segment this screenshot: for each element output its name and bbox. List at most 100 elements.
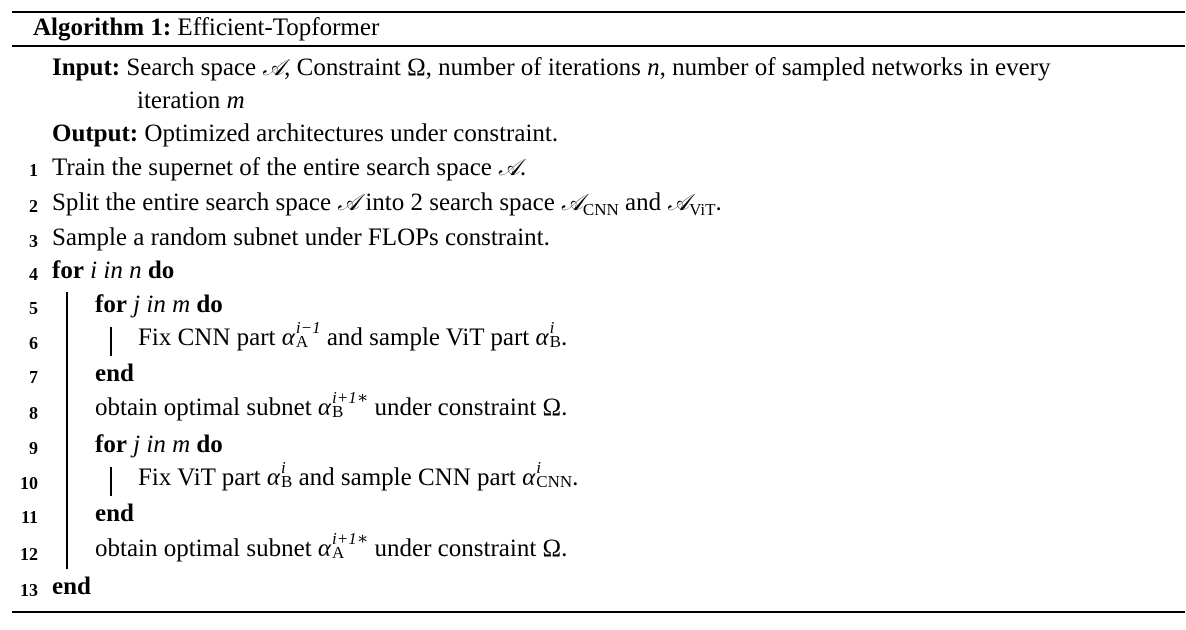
- superscript: i: [280, 458, 286, 478]
- step-5: for j in m do: [95, 291, 223, 319]
- keyword-end: end: [95, 360, 134, 387]
- step-text: Train the supernet of the entire search …: [52, 154, 492, 181]
- step-13: end: [52, 573, 91, 601]
- subscript: CNN: [536, 472, 573, 492]
- superscript: i−1: [295, 318, 321, 338]
- step-text: .: [572, 464, 579, 491]
- input-line-2: iteration m: [137, 87, 245, 115]
- line-number: 10: [20, 473, 38, 493]
- top-rule: [12, 11, 1185, 13]
- subscript: B: [549, 332, 561, 352]
- keyword-for: for: [95, 431, 127, 458]
- sub-superscript: i+1∗ A: [332, 529, 369, 563]
- step-text: and: [625, 189, 662, 216]
- line-number: 3: [29, 231, 38, 251]
- search-space-symbol: 𝒜: [498, 155, 520, 181]
- line-number: 8: [29, 403, 38, 423]
- step-7: end: [95, 360, 134, 388]
- search-space-symbol: 𝒜: [337, 190, 360, 216]
- loop-variable: j in m: [133, 291, 191, 318]
- step-6: Fix CNN part α i−1 A and sample ViT part α…: [138, 318, 568, 353]
- step-text: obtain optimal subnet: [95, 394, 312, 421]
- search-space-symbol: 𝒜: [561, 190, 583, 216]
- output-label: Output:: [52, 120, 139, 147]
- superscript: i+1∗: [332, 388, 369, 408]
- algorithm-title: Algorithm 1: Efficient-Topformer: [33, 14, 379, 42]
- keyword-do: do: [196, 291, 223, 318]
- outer-loop-bar: [66, 292, 68, 569]
- subscript: ViT: [689, 200, 716, 219]
- step-2: Split the entire search space 𝒜 into 2 s…: [52, 189, 722, 220]
- line-number: 11: [20, 507, 38, 527]
- step-text: obtain optimal subnet: [95, 535, 312, 562]
- superscript: i: [536, 458, 541, 478]
- line-number: 6: [29, 333, 38, 353]
- input-text-2: , Constraint Ω, number of iterations: [284, 54, 641, 81]
- input-label: Input:: [52, 54, 121, 81]
- input-text-1: Search space: [126, 54, 257, 81]
- alpha-symbol: α: [266, 464, 280, 491]
- step-text: .: [519, 154, 527, 181]
- search-space-symbol: 𝒜: [667, 190, 690, 216]
- step-9: for j in m do: [95, 431, 223, 459]
- step-text: .: [560, 324, 568, 351]
- step-text: Split the entire search space: [52, 189, 332, 216]
- subscript: CNN: [582, 200, 619, 219]
- loop-variable: j in m: [133, 431, 191, 458]
- line-number: 5: [29, 298, 38, 318]
- bottom-rule: [12, 611, 1185, 613]
- step-text: and sample ViT part: [326, 324, 530, 351]
- algorithm-name: Efficient-Topformer: [177, 14, 380, 41]
- line-number: 12: [20, 544, 38, 564]
- sub-superscript: i−1 A: [295, 318, 321, 352]
- inner-loop-bar-1: [110, 327, 112, 356]
- inner-loop-bar-2: [110, 467, 112, 496]
- keyword-do: do: [196, 431, 223, 458]
- keyword-end: end: [52, 573, 91, 600]
- superscript: i: [549, 318, 555, 338]
- keyword-for: for: [95, 291, 127, 318]
- step-1: Train the supernet of the entire search …: [52, 154, 526, 182]
- keyword-for: for: [52, 257, 84, 284]
- subscript: B: [280, 472, 293, 492]
- step-text: .: [715, 189, 722, 216]
- subscript: A: [332, 543, 345, 563]
- output-text: Optimized architectures under constraint…: [144, 120, 559, 147]
- step-11: end: [95, 500, 134, 528]
- step-4: for i in n do: [52, 257, 174, 285]
- var-n: n: [647, 54, 660, 81]
- input-line-1: Input: Search space 𝒜, Constraint Ω, num…: [52, 54, 1051, 82]
- sub-superscript: i+1∗ B: [332, 388, 369, 420]
- line-number: 7: [29, 367, 38, 387]
- step-text: under constraint Ω.: [374, 535, 568, 562]
- subscript: A: [295, 332, 309, 352]
- input-text-3: , number of sampled networks in every: [659, 54, 1051, 81]
- search-space-symbol: 𝒜: [262, 55, 285, 81]
- line-number: 13: [20, 580, 38, 600]
- step-3: Sample a random subnet under FLOPs const…: [52, 224, 550, 252]
- line-number: 4: [29, 264, 38, 284]
- line-number: 1: [29, 160, 38, 180]
- algorithm-label: Algorithm 1:: [33, 14, 172, 41]
- var-m: m: [226, 87, 245, 114]
- step-text: Fix CNN part: [138, 324, 276, 351]
- loop-variable: i in n: [90, 257, 142, 284]
- step-12: obtain optimal subnet α i+1∗ A under const…: [95, 529, 568, 564]
- superscript: i+1∗: [332, 529, 369, 549]
- title-rule: [12, 45, 1185, 47]
- step-text: Fix ViT part: [138, 464, 261, 491]
- step-text: under constraint Ω.: [374, 394, 568, 421]
- line-number: 9: [29, 438, 38, 458]
- sub-superscript: i CNN: [536, 458, 573, 492]
- step-text: into 2 search space: [365, 189, 555, 216]
- alpha-symbol: α: [317, 535, 332, 562]
- step-8: obtain optimal subnet α i+1∗ B under const…: [95, 388, 568, 423]
- step-text: and sample CNN part: [298, 464, 516, 491]
- alpha-symbol: α: [317, 394, 332, 421]
- keyword-do: do: [147, 257, 175, 284]
- alpha-symbol: α: [535, 324, 549, 351]
- alpha-symbol: α: [522, 464, 536, 491]
